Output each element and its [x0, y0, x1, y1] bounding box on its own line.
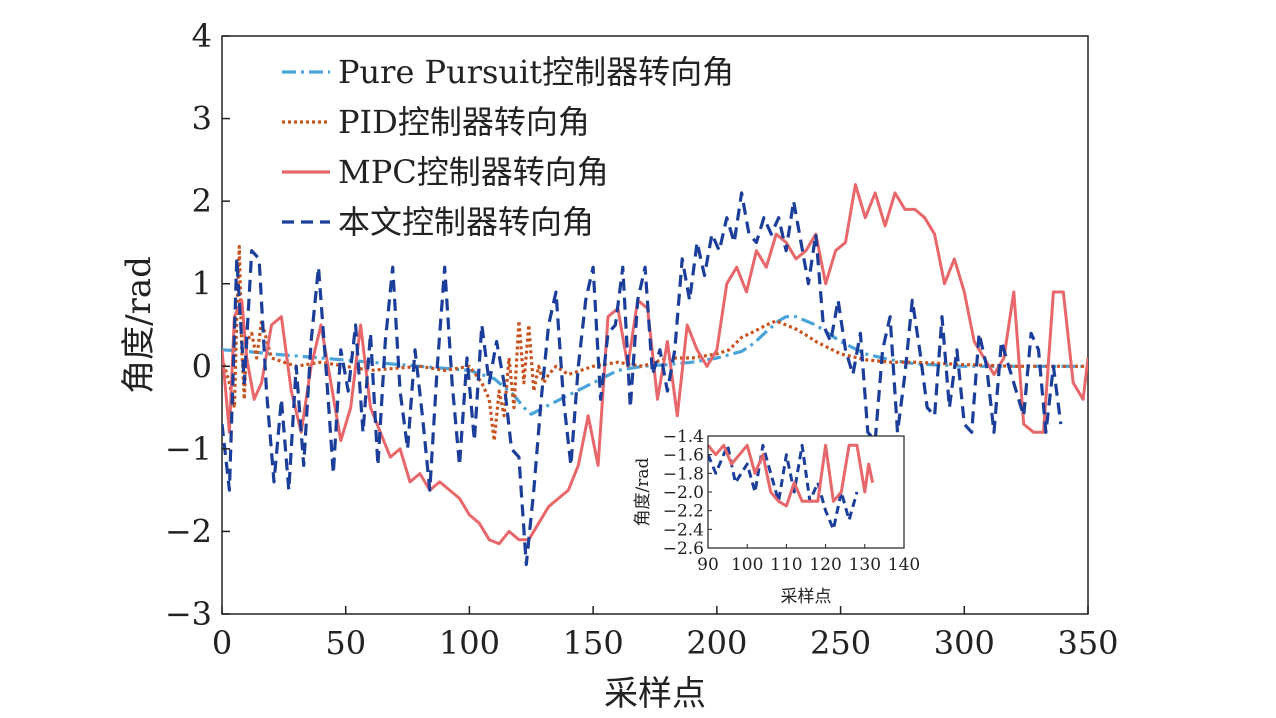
series-line-4 [222, 191, 1063, 567]
inset-x-tick-label: 140 [888, 555, 920, 575]
inset-series-line-1 [708, 443, 859, 531]
inset-background [708, 436, 904, 548]
inset-axes: 90 100 110 120 130 140−1.4−1.6−1.8−2.0−2.2−2.… [663, 427, 921, 575]
main-axes: 0 50 100 150 200 250 300 350 −3 −2 −1 0 1 2 3 4 [165, 17, 1119, 662]
inset-y-tick-label: −2.4 [663, 520, 704, 540]
legend-label-3: MPC控制器转向角 [338, 153, 609, 191]
y-tick-label: 4 [192, 17, 212, 55]
y-tick-label: −1 [165, 430, 212, 468]
inset-y-tick-label: −2.0 [663, 483, 704, 503]
x-tick-label: 0 [212, 624, 232, 662]
inset-series-group [708, 443, 875, 531]
inset-x-tick-label: 90 [697, 555, 719, 575]
inset-x-tick-label: 130 [849, 555, 881, 575]
inset-y-tick-label: −1.4 [663, 427, 704, 447]
main-series-group [222, 183, 1088, 567]
legend: Pure Pursuit控制器转向角 PID控制器转向角 MPC控制器转向角本文控制… [282, 53, 734, 241]
inset-y-tick-label: −1.6 [663, 446, 704, 466]
y-tick-label: −2 [165, 512, 212, 550]
legend-label-2: PID控制器转向角 [338, 103, 590, 141]
y-tick-label: 0 [192, 347, 212, 385]
inset-x-axis-title: 采样点 [781, 587, 832, 607]
inset-y-tick-label: −1.8 [663, 464, 704, 484]
x-tick-label: 250 [810, 624, 871, 662]
series-line-1 [222, 315, 1088, 416]
inset-y-axis-title: 角度/rad [633, 457, 653, 526]
x-axis-title: 采样点 [604, 674, 706, 714]
y-tick-label: −3 [165, 595, 212, 633]
main-plot-frame [221, 35, 1089, 615]
inset-y-tick-label: −2.6 [663, 539, 704, 559]
y-axis-title: 角度/rad [119, 256, 159, 394]
x-tick-label: 300 [934, 624, 995, 662]
x-tick-label: 150 [563, 624, 624, 662]
y-tick-label: 1 [192, 265, 212, 303]
x-tick-label: 50 [325, 624, 366, 662]
inset-x-tick-label: 120 [809, 555, 841, 575]
inset-x-tick-label: 100 [731, 555, 763, 575]
y-tick-label: 3 [192, 100, 212, 138]
x-tick-label: 100 [439, 624, 500, 662]
legend-label-1: Pure Pursuit控制器转向角 [338, 53, 734, 91]
legend-label-4: 本文控制器转向角 [338, 203, 594, 241]
inset-y-tick-label: −2.2 [663, 502, 704, 522]
x-tick-label: 200 [686, 624, 747, 662]
y-tick-label: 2 [192, 182, 212, 220]
inset-x-tick-label: 110 [770, 555, 802, 575]
inset-series-line-2 [708, 443, 875, 508]
x-tick-label: 350 [1057, 624, 1118, 662]
series-line-2 [222, 245, 1088, 443]
